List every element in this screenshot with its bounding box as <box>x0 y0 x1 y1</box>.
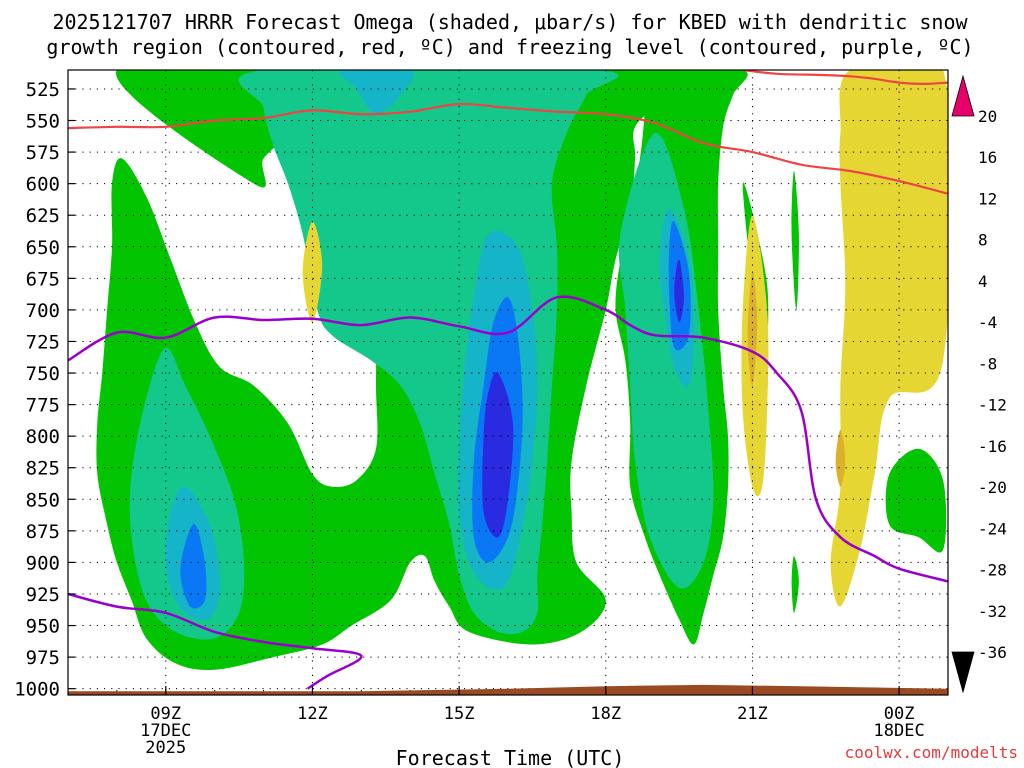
contour-lines <box>68 70 948 690</box>
colorbar-label-12: 12 <box>978 189 997 208</box>
colorbar-label--4: -4 <box>978 313 997 332</box>
y-tick-label-725: 725 <box>26 331 60 353</box>
y-tick-label-950: 950 <box>26 616 60 638</box>
colorbar-label-8: 8 <box>978 231 988 250</box>
terrain-fill <box>68 684 948 695</box>
grid <box>68 70 948 695</box>
omega-region-pos8-mid <box>747 271 758 386</box>
chart-title-line1: 2025121707 HRRR Forecast Omega (shaded, … <box>52 10 968 34</box>
x-tick-label-18DEC: 18DEC <box>874 721 925 741</box>
colorbar-label--24: -24 <box>978 519 1007 538</box>
colorbar-label--16: -16 <box>978 437 1007 456</box>
colorbar-label-20: 20 <box>978 107 997 126</box>
omega-region-neg20-main <box>482 371 514 538</box>
y-tick-label-750: 750 <box>26 363 60 385</box>
y-tick-label-625: 625 <box>26 205 60 227</box>
x-tick-label-18Z: 18Z <box>590 704 621 724</box>
y-tick-label-975: 975 <box>26 647 60 669</box>
dgz-line <box>68 102 948 195</box>
colorbar-bottom-triangle <box>951 651 975 694</box>
chart-title-line2: growth region (contoured, red, ºC) and f… <box>46 35 973 59</box>
y-tick-label-800: 800 <box>26 426 60 448</box>
omega-region-pos4-right <box>830 70 948 607</box>
freezing-level-line-lower <box>68 592 363 690</box>
colorbar-label-4: 4 <box>978 272 988 291</box>
colorbar-label--28: -28 <box>978 561 1007 580</box>
omega-region-neg4-far-right <box>885 448 947 553</box>
colorbar-label--8: -8 <box>978 354 997 373</box>
y-tick-label-675: 675 <box>26 268 60 290</box>
colorbar-label--36: -36 <box>978 643 1007 662</box>
x-tick-label-21Z: 21Z <box>737 704 768 724</box>
x-tick-label-12Z: 12Z <box>297 704 328 724</box>
x-tick-label-00Z: 00Z <box>884 704 915 724</box>
omega-region-pos8-right <box>835 429 846 487</box>
y-tick-label-575: 575 <box>26 142 60 164</box>
x-tick-label-09Z: 09Z <box>150 704 181 724</box>
y-tick-label-550: 550 <box>26 111 60 133</box>
freezing-level-line <box>68 295 948 583</box>
y-tick-label-700: 700 <box>26 300 60 322</box>
colorbar-label--12: -12 <box>978 396 1007 415</box>
credit-text[interactable]: coolwx.com/modelts <box>845 743 1018 762</box>
dgz-line-top <box>742 70 948 86</box>
y-tick-label-525: 525 <box>26 79 60 101</box>
y-tick-label-1000: 1000 <box>14 679 60 701</box>
omega-region-neg4-sliver-bottom <box>791 556 799 613</box>
colorbar-label--20: -20 <box>978 478 1007 497</box>
y-tick-label-825: 825 <box>26 458 60 480</box>
colorbar-label--32: -32 <box>978 602 1007 621</box>
x-tick-label-17DEC: 17DEC <box>140 721 191 741</box>
plot-frame <box>67 69 949 696</box>
x-axis-label: Forecast Time (UTC) <box>396 746 625 768</box>
colorbar-top-triangle <box>951 74 975 117</box>
omega-region-neg12-top <box>339 70 414 115</box>
x-tick-label-2025: 2025 <box>145 738 186 758</box>
y-tick-label-900: 900 <box>26 552 60 574</box>
y-tick-label-650: 650 <box>26 237 60 259</box>
terrain <box>68 684 948 695</box>
omega-region-neg8-right <box>618 132 714 589</box>
y-axis: 525 550 575 600 625 650 675 700 725 750 775 800 825 8… <box>14 79 75 701</box>
omega-shading <box>96 70 948 670</box>
omega-region-neg4-sliver-22 <box>791 171 799 310</box>
colorbar-label-16: 16 <box>978 148 997 167</box>
y-tick-label-775: 775 <box>26 395 60 417</box>
x-tick-label-15Z: 15Z <box>444 704 475 724</box>
omega-region-neg16-left <box>180 524 207 609</box>
y-tick-label-850: 850 <box>26 489 60 511</box>
omega-region-neg20-right <box>674 259 684 323</box>
colorbar: 20 16 12 8 4 -4 -8 -12 -16 -20 -24 -28 -32 -36 <box>951 74 1007 694</box>
y-tick-label-875: 875 <box>26 521 60 543</box>
y-tick-label-600: 600 <box>26 174 60 196</box>
y-tick-label-925: 925 <box>26 584 60 606</box>
